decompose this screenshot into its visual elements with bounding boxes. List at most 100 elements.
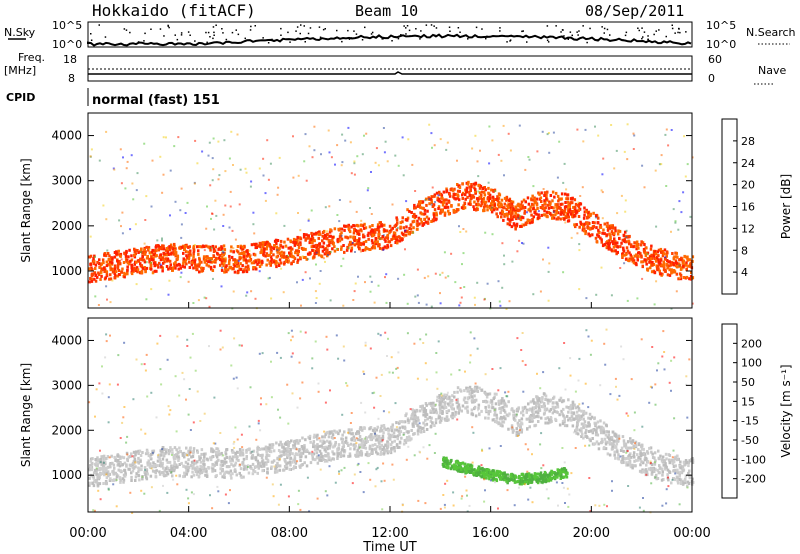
scatter-mark	[474, 190, 477, 194]
velocity-scatter	[88, 328, 695, 514]
scatter-mark	[542, 188, 545, 190]
scatter-mark	[621, 254, 624, 258]
scatter-mark	[672, 208, 675, 211]
scatter-mark	[476, 197, 479, 201]
scatter-mark	[622, 439, 626, 443]
scatter-mark	[327, 129, 330, 132]
scatter-mark	[192, 252, 195, 256]
scatter-mark	[398, 420, 402, 424]
scatter-mark	[418, 222, 421, 226]
scatter-mark	[515, 222, 519, 226]
scatter-mark	[636, 297, 639, 300]
scatter-mark	[487, 199, 491, 203]
scatter-mark	[563, 207, 567, 211]
scatter-mark	[594, 214, 598, 218]
scatter-mark	[633, 455, 636, 459]
scatter-mark	[624, 199, 627, 202]
scatter-mark	[542, 258, 544, 261]
scatter-mark	[362, 226, 366, 230]
scatter-mark	[294, 452, 297, 456]
scatter-mark	[543, 206, 546, 210]
scatter-mark	[652, 252, 656, 256]
scatter-mark	[500, 159, 503, 162]
scatter-mark	[98, 476, 101, 479]
scatter-mark	[126, 265, 129, 269]
scatter-mark	[500, 202, 503, 206]
scatter-mark	[466, 405, 469, 409]
scatter-mark	[608, 232, 611, 236]
scatter-mark	[572, 411, 576, 415]
scatter-mark	[215, 453, 218, 457]
nsearch-mark	[209, 36, 211, 38]
scatter-mark	[243, 252, 246, 256]
scatter-mark	[94, 478, 98, 482]
scatter-mark	[658, 471, 661, 475]
scatter-mark	[308, 251, 312, 255]
scatter-mark	[143, 266, 146, 269]
scatter-mark	[192, 464, 195, 468]
scatter-mark	[331, 450, 334, 454]
scatter-mark	[600, 437, 604, 441]
scatter-mark	[275, 245, 279, 249]
nsearch-mark	[403, 25, 405, 27]
scatter-mark	[407, 430, 410, 434]
scatter-mark	[505, 198, 508, 202]
scatter-mark	[159, 255, 163, 259]
scatter-mark	[424, 220, 428, 224]
scatter-mark	[323, 248, 326, 252]
scatter-mark	[458, 408, 461, 412]
scatter-mark	[367, 231, 370, 235]
scatter-mark	[198, 458, 201, 462]
scatter-mark	[394, 428, 397, 432]
scatter-mark	[446, 402, 450, 406]
scatter-mark	[541, 396, 544, 399]
scatter-mark	[503, 214, 506, 218]
scatter-mark	[384, 428, 387, 432]
scatter-mark	[290, 254, 294, 258]
scatter-mark	[611, 430, 615, 434]
scatter-mark	[591, 221, 595, 224]
scatter-mark	[445, 189, 449, 193]
scatter-mark	[378, 442, 381, 446]
scatter-mark	[150, 261, 153, 264]
scatter-mark	[510, 225, 514, 229]
scatter-mark	[208, 305, 211, 308]
scatter-mark	[254, 297, 257, 300]
scatter-mark	[192, 266, 195, 270]
nave-tick-top: 60	[708, 53, 722, 66]
scatter-mark	[445, 418, 449, 422]
scatter-mark	[523, 211, 526, 215]
scatter-mark	[350, 249, 353, 253]
scatter-mark	[438, 394, 441, 397]
scatter-mark	[663, 248, 667, 252]
scatter-mark	[639, 463, 642, 467]
scatter-mark	[417, 427, 420, 431]
scatter-mark	[107, 258, 111, 262]
scatter-mark	[102, 454, 106, 458]
scatter-mark	[265, 462, 268, 466]
scatter-mark	[381, 437, 385, 441]
scatter-mark	[535, 212, 538, 216]
scatter-mark	[145, 469, 149, 473]
scatter-mark	[600, 238, 603, 242]
scatter-mark	[424, 409, 428, 412]
scatter-mark	[440, 200, 443, 204]
scatter-mark	[689, 263, 692, 267]
scatter-mark	[102, 469, 105, 473]
scatter-mark	[543, 209, 546, 213]
nsearch-mark	[307, 32, 310, 35]
scatter-mark	[668, 454, 672, 457]
scatter-mark	[369, 435, 372, 439]
scatter-mark	[337, 443, 341, 447]
scatter-mark	[609, 442, 612, 446]
scatter-mark	[390, 447, 393, 451]
scatter-mark	[664, 257, 667, 261]
scatter-mark	[479, 204, 483, 208]
nsearch-mark	[467, 38, 469, 40]
scatter-mark	[97, 262, 101, 265]
scatter-mark	[463, 389, 466, 393]
scatter-mark	[348, 230, 352, 234]
scatter-mark	[236, 250, 240, 254]
scatter-mark	[390, 440, 394, 444]
